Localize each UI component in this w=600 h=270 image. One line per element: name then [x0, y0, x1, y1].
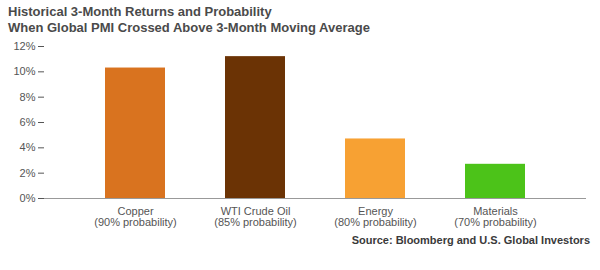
- svg-text:6%: 6%: [20, 116, 36, 128]
- svg-text:Copper(90% probability): Copper(90% probability): [94, 205, 177, 228]
- svg-text:8%: 8%: [20, 91, 36, 103]
- svg-text:WTI Crude Oil(85% probability): WTI Crude Oil(85% probability): [214, 205, 297, 228]
- svg-text:0%: 0%: [20, 192, 36, 204]
- html-text:Historical 3-Month Returns and: Historical 3-Month Returns and Probabili…: [8, 4, 370, 35]
- svg-text:4%: 4%: [20, 141, 36, 153]
- svg-text:2%: 2%: [20, 167, 36, 179]
- html-text:Source: Bloomberg and U.S. Glo: Source: Bloomberg and U.S. Global Invest…: [351, 234, 590, 246]
- svg-text:12%: 12%: [13, 40, 35, 52]
- svg-text:Materials(70% probability): Materials(70% probability): [454, 205, 537, 228]
- svg-text:Energy(80% probability): Energy(80% probability): [334, 205, 417, 228]
- svg-text:10%: 10%: [13, 65, 35, 77]
